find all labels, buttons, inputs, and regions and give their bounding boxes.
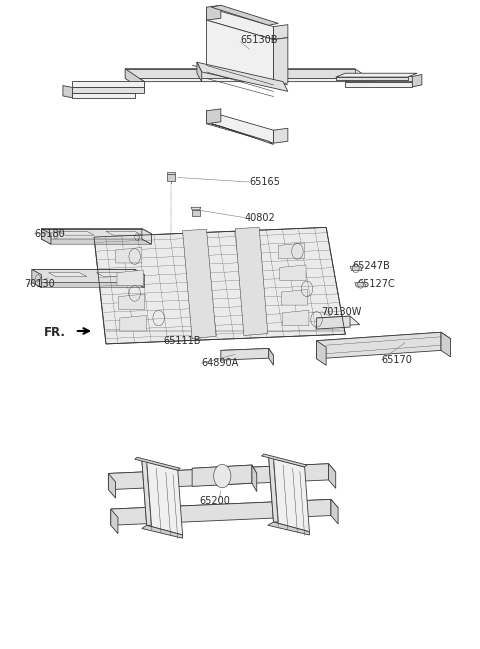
Polygon shape <box>119 294 145 310</box>
Text: 70130W: 70130W <box>322 306 362 317</box>
Polygon shape <box>336 73 417 77</box>
Polygon shape <box>274 38 288 85</box>
Polygon shape <box>221 349 274 358</box>
Polygon shape <box>317 316 360 326</box>
Polygon shape <box>192 465 252 486</box>
Polygon shape <box>116 247 142 263</box>
Text: 65130B: 65130B <box>240 34 277 45</box>
Text: 64890A: 64890A <box>202 358 239 369</box>
Polygon shape <box>192 465 257 476</box>
Polygon shape <box>350 266 362 271</box>
Polygon shape <box>221 349 269 360</box>
Polygon shape <box>206 7 274 40</box>
Polygon shape <box>197 62 288 92</box>
Polygon shape <box>268 522 310 535</box>
Polygon shape <box>206 111 274 143</box>
Polygon shape <box>72 88 144 93</box>
Polygon shape <box>269 458 310 532</box>
Text: 65127C: 65127C <box>357 279 395 289</box>
Polygon shape <box>108 474 116 498</box>
Polygon shape <box>120 315 146 331</box>
Polygon shape <box>345 77 422 82</box>
Text: 65200: 65200 <box>199 496 230 506</box>
Polygon shape <box>283 310 309 326</box>
Polygon shape <box>72 81 144 88</box>
Polygon shape <box>111 499 331 525</box>
Polygon shape <box>32 269 144 275</box>
Polygon shape <box>274 25 288 40</box>
Polygon shape <box>108 464 328 489</box>
Polygon shape <box>142 461 182 535</box>
Polygon shape <box>32 282 144 288</box>
Polygon shape <box>192 66 288 85</box>
Polygon shape <box>63 86 72 98</box>
Polygon shape <box>345 82 412 87</box>
Polygon shape <box>235 227 268 336</box>
Polygon shape <box>111 499 338 517</box>
Polygon shape <box>281 289 308 305</box>
Polygon shape <box>206 5 221 20</box>
Polygon shape <box>108 464 336 482</box>
Polygon shape <box>182 229 216 339</box>
Polygon shape <box>206 20 274 85</box>
Polygon shape <box>41 228 142 239</box>
Polygon shape <box>135 269 144 288</box>
Text: 65111B: 65111B <box>163 336 201 346</box>
Polygon shape <box>280 265 306 280</box>
Polygon shape <box>135 458 180 471</box>
Polygon shape <box>252 465 257 491</box>
Polygon shape <box>48 273 87 276</box>
Polygon shape <box>41 239 152 244</box>
Polygon shape <box>441 332 451 357</box>
Polygon shape <box>274 129 288 143</box>
Polygon shape <box>336 77 408 80</box>
Text: 65180: 65180 <box>34 229 65 239</box>
Text: 40802: 40802 <box>245 213 276 223</box>
Polygon shape <box>94 227 345 344</box>
Polygon shape <box>328 464 336 488</box>
Circle shape <box>214 465 231 487</box>
Polygon shape <box>317 332 441 359</box>
Polygon shape <box>355 282 366 287</box>
Polygon shape <box>262 454 307 467</box>
Text: FR.: FR. <box>44 326 66 339</box>
Polygon shape <box>269 458 278 522</box>
Text: 70130: 70130 <box>24 279 55 289</box>
Polygon shape <box>72 88 144 93</box>
Polygon shape <box>41 228 51 244</box>
Polygon shape <box>167 172 175 174</box>
Polygon shape <box>117 270 144 286</box>
Polygon shape <box>192 210 200 215</box>
Text: 65170: 65170 <box>381 355 412 365</box>
Polygon shape <box>206 109 221 124</box>
Text: 65165: 65165 <box>250 177 280 187</box>
Polygon shape <box>197 62 202 82</box>
Polygon shape <box>142 228 152 244</box>
Polygon shape <box>106 231 142 235</box>
Polygon shape <box>331 499 338 524</box>
Polygon shape <box>412 75 422 87</box>
Polygon shape <box>111 509 118 533</box>
Polygon shape <box>142 525 182 538</box>
Polygon shape <box>317 332 451 347</box>
Polygon shape <box>278 243 305 258</box>
Polygon shape <box>167 174 175 180</box>
Polygon shape <box>317 341 326 365</box>
Polygon shape <box>72 93 135 98</box>
Polygon shape <box>32 269 41 288</box>
Polygon shape <box>58 231 94 235</box>
Polygon shape <box>125 69 144 92</box>
Polygon shape <box>125 69 355 79</box>
Polygon shape <box>191 207 201 210</box>
Polygon shape <box>125 69 374 82</box>
Polygon shape <box>142 461 152 525</box>
Polygon shape <box>211 124 274 145</box>
Polygon shape <box>317 316 350 329</box>
Polygon shape <box>41 228 152 234</box>
Polygon shape <box>32 269 135 282</box>
Polygon shape <box>96 273 135 276</box>
Polygon shape <box>211 5 278 25</box>
Polygon shape <box>269 349 274 365</box>
Text: 65247B: 65247B <box>352 261 390 271</box>
